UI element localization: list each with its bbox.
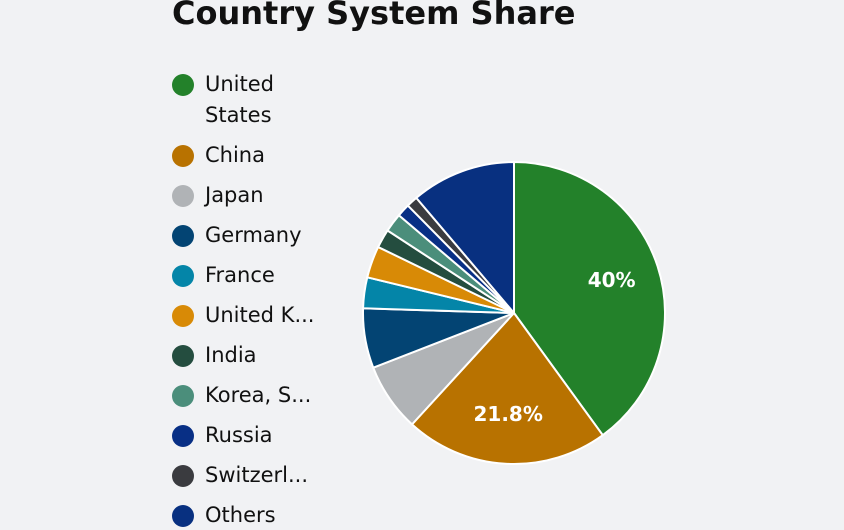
legend-label: Others (205, 503, 276, 527)
chart-title: Country System Share (172, 0, 575, 32)
legend-swatch (172, 505, 194, 527)
legend-swatch (172, 465, 194, 487)
pie-slice (513, 160, 666, 437)
legend-label: China (205, 143, 265, 167)
legend-swatch (172, 185, 194, 207)
legend-label: France (205, 263, 275, 287)
legend-label: United States (205, 72, 274, 127)
legend-swatch (172, 425, 194, 447)
legend-swatch (172, 385, 194, 407)
legend-swatch (172, 145, 194, 167)
legend-label: Korea, S... (205, 383, 311, 407)
pie-slice (414, 160, 515, 316)
legend-swatch (172, 74, 194, 96)
legend-swatch (172, 345, 194, 367)
legend-label: United K... (205, 303, 314, 327)
legend-label: Russia (205, 423, 273, 447)
data-label: 21.8% (474, 402, 543, 426)
legend-label: Japan (203, 183, 264, 207)
legend-swatch (172, 265, 194, 287)
legend-swatch (172, 225, 194, 247)
legend-label: India (205, 343, 257, 367)
legend-label: Germany (205, 223, 302, 247)
pie-slice (410, 311, 605, 465)
legend-swatch (172, 305, 194, 327)
data-label: 40% (588, 268, 636, 292)
legend-label: Switzerl... (205, 463, 308, 487)
